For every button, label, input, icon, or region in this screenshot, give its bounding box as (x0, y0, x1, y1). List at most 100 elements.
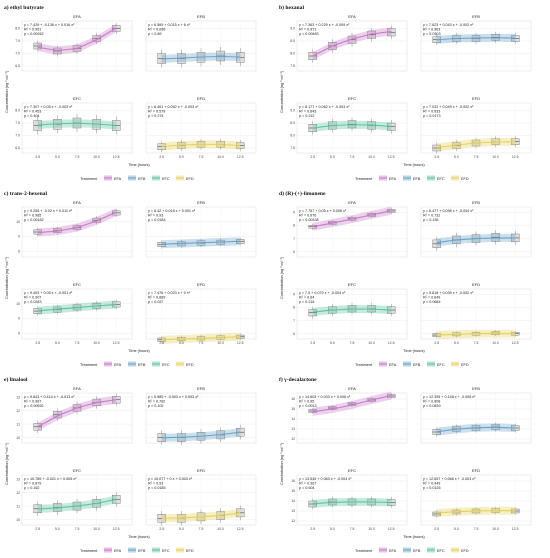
facet-title: EFB (197, 200, 205, 205)
regression-line (436, 237, 516, 244)
regression-line (436, 426, 516, 433)
x-tick-label: 10.0 (93, 527, 100, 531)
regression-p: p = 0.0184 (148, 218, 166, 222)
regression-equation: y = 8.177 + 0.062 x + -0.003 x² (299, 105, 350, 109)
regression-p: p = 0.00182 (24, 218, 44, 222)
x-tick-label: 2.5 (434, 527, 439, 531)
legend-label-efb: EFB (138, 177, 146, 181)
x-tick-label: 10.0 (368, 341, 375, 345)
facet-title: EFC (73, 96, 81, 101)
regression-equation: y = 9.843 + 0.414 x + -0.013 x² (24, 395, 75, 399)
regression-r2: R² = 0.951 (24, 28, 41, 32)
y-tick-label: 9 (18, 317, 20, 321)
x-tick-label: 2.5 (35, 341, 40, 345)
y-tick-label: 13 (16, 395, 20, 399)
regression-line (436, 510, 516, 514)
facet-efc: EFC 6.5 7.0 7.5 8.0 y = 7.307 + 0.05 x + -0.0… (15, 96, 133, 159)
regression-r2: R² = 0.849 (423, 296, 440, 300)
legend-label-efd: EFD (461, 177, 469, 181)
x-tick-label: 2.5 (310, 527, 315, 531)
y-tick-label: 8.5 (290, 121, 295, 125)
legend-title: Treatment (80, 177, 98, 181)
x-tick-label: 12.5 (388, 155, 395, 159)
regression-r2: R² = 0.579 (148, 110, 165, 114)
regression-p: p = 0.00262 (24, 32, 44, 36)
legend-title: Treatment (80, 363, 98, 367)
x-tick-label: 5.0 (55, 155, 60, 159)
x-tick-label: 7.5 (199, 527, 204, 531)
confidence-band (312, 120, 392, 132)
facet-efc: EFC 10 11 12 13 y = 10.789 + -0.021 x + 0.005… (16, 468, 133, 531)
x-tick-label: 2.5 (310, 155, 315, 159)
y-tick-label: 12 (16, 409, 20, 413)
y-tick-label: 16 (291, 397, 295, 401)
facet-title: EFB (472, 14, 480, 19)
regression-line (312, 30, 392, 57)
regression-p: p = 0.162 (24, 486, 39, 490)
legend-title: Treatment (355, 177, 373, 181)
x-tick-label: 5.0 (55, 527, 60, 531)
regression-p: p = 0.212 (299, 114, 314, 118)
regression-line (37, 498, 117, 510)
regression-equation: y = 13.545 + 0.083 x + -0.004 x² (299, 477, 352, 481)
regression-line (312, 394, 392, 413)
y-tick-label: 8.0 (290, 134, 295, 138)
regression-equation: y = 7.623 + 0.043 x + -0.002 x² (423, 23, 474, 27)
y-tick-label: 6.5 (15, 64, 20, 68)
y-tick-label: 6 (293, 332, 295, 336)
y-tick-label: 8.0 (290, 52, 295, 56)
legend: Treatment EFA EFB EFC EFD (80, 361, 194, 367)
regression-equation: y = 10.077 + 0 x + 0.003 x² (148, 477, 193, 481)
regression-r2: R² = 0.096 (148, 28, 165, 32)
regression-equation: y = 7.5 + 0.079 x + -0.004 x² (299, 291, 346, 295)
confidence-band (161, 52, 241, 63)
panel-title: c) trans-2-hexenal (4, 190, 47, 197)
regression-r2: R² = 0.808 (423, 400, 440, 404)
panel-title: b) hexanal (279, 4, 304, 11)
x-tick-label: 2.5 (159, 527, 164, 531)
x-axis-label: Time (hours) (403, 163, 425, 167)
regression-p: p = 0.0013 (299, 404, 317, 408)
y-tick-label: 9 (293, 210, 295, 214)
x-tick-label: 5.0 (330, 341, 335, 345)
legend: Treatment EFA EFB EFC EFD (80, 175, 194, 181)
x-tick-label: 5.0 (454, 155, 459, 159)
regression-line (161, 431, 241, 439)
facet-efa: EFA 7.5 8.0 8.5 9.0 y = 7.363 + 0.229 x + -0.… (290, 14, 408, 72)
confidence-band (161, 509, 241, 523)
regression-line (37, 211, 117, 234)
facet-efc: EFC 12 13 14 15 16 y = 13.545 + 0.083 x + -0.0… (291, 468, 408, 531)
regression-r2: R² = 0.907 (24, 296, 41, 300)
x-tick-label: 10.0 (217, 341, 224, 345)
regression-p: p = 0.00338 (299, 218, 319, 222)
y-axis-label: Concentration (ng ² ml⁻¹) (280, 70, 284, 113)
legend-label-efc: EFC (437, 177, 445, 181)
regression-r2: R² = 0.453 (24, 110, 41, 114)
y-tick-label: 14 (291, 417, 295, 421)
regression-line (436, 332, 516, 336)
x-tick-label: 2.5 (434, 341, 439, 345)
x-tick-label: 12.5 (237, 155, 244, 159)
legend-label-efc: EFC (162, 177, 170, 181)
regression-r2: R² = 0.879 (24, 482, 41, 486)
x-tick-label: 12.5 (388, 527, 395, 531)
regression-r2: R² = 0.93 (148, 482, 163, 486)
facet-title: EFA (348, 200, 356, 205)
facet-title: EFC (73, 468, 81, 473)
legend-label-efb: EFB (138, 363, 146, 367)
confidence-band (37, 119, 117, 130)
x-tick-label: 5.0 (179, 155, 184, 159)
x-axis-label: Time (hours) (128, 349, 150, 353)
facet-title: EFD (197, 96, 205, 101)
x-tick-label: 10.0 (492, 155, 499, 159)
y-tick-label: 7.5 (15, 39, 20, 43)
regression-r2: R² = 0.643 (299, 110, 316, 114)
regression-r2: R² = 0.93 (148, 214, 163, 218)
facet-title: EFB (472, 386, 480, 391)
y-tick-label: 7.0 (15, 134, 20, 138)
regression-equation: y = 7.032 + 0.049 x + -0.002 x² (423, 105, 474, 109)
